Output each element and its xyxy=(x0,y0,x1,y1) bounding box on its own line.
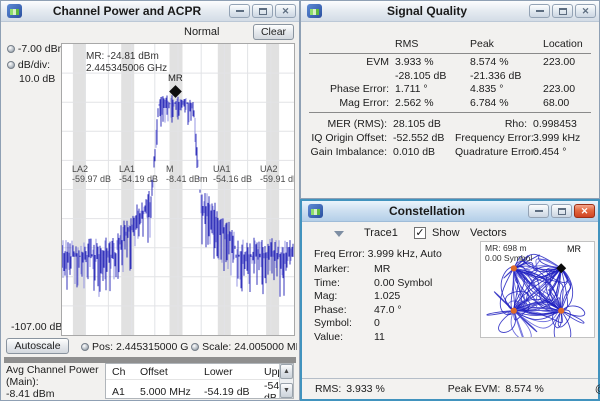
divider xyxy=(309,112,591,113)
table-scrollbar[interactable]: ▲ ▼ xyxy=(279,364,293,398)
sq-stat-gain-quad: Gain Imbalance: 0.010 dB Quadrature Erro… xyxy=(310,146,567,158)
trace-selector[interactable]: Trace1 xyxy=(364,227,398,239)
band-label-ua1: UA1 -54.16 dB xyxy=(213,164,253,184)
channel-power-window: Channel Power and ACPR ✕ Normal Clear -7… xyxy=(0,0,300,401)
autoscale-button[interactable]: Autoscale xyxy=(6,338,69,354)
constellation-controls: Trace1 ✓ Show Vectors xyxy=(302,226,598,242)
pos-scale-row: Pos: 2.445315000 GHz Scale: 24.005000 MH… xyxy=(81,339,297,354)
constellation-plot: MR: 698 m 0.00 Symbol MR xyxy=(480,241,595,345)
marker-readout: MR: -24.81 dBm 2.445345006 GHz xyxy=(86,51,168,74)
minimize-button[interactable] xyxy=(229,4,250,18)
close-button[interactable]: ✕ xyxy=(275,4,296,18)
clear-button[interactable]: Clear xyxy=(253,24,294,40)
sq-row-evm-db: -28.105 dB -21.336 dB xyxy=(395,69,522,82)
chevron-down-icon[interactable] xyxy=(334,231,344,237)
app-icon xyxy=(307,4,322,18)
show-label: Show xyxy=(432,227,460,239)
app-icon xyxy=(7,4,22,18)
constellation-trace xyxy=(486,253,586,345)
band-label-la1: LA1 -54.19 dB xyxy=(119,164,159,184)
band-label-m: M -8.41 dBm xyxy=(166,164,208,184)
spectrum-plot: MR: -24.81 dBm 2.445345006 GHz LA2 -59.97… xyxy=(61,43,295,336)
freq-error-line: Freq Error: 3.999 kHz, Auto xyxy=(314,248,442,260)
constellation-window: Constellation ✕ Trace1 ✓ Show Vectors Fr… xyxy=(300,199,600,401)
status-rms-value: 3.933 % xyxy=(346,383,385,395)
maximize-button[interactable] xyxy=(552,4,573,18)
sq-row-phase-error: Phase Error: 1.711 ° 4.835 ° 223.00 xyxy=(330,83,576,95)
ref-level-control[interactable]: -7.00 dBm xyxy=(7,43,66,55)
trace-mode-label[interactable]: Normal xyxy=(184,26,220,38)
table-row[interactable]: A2 10.000 MHz -59.97 dB -59.91 dB xyxy=(106,396,293,398)
constellation-mr-label: MR xyxy=(567,244,581,254)
signal-quality-window: Signal Quality ✕ RMS Peak Location EVM 3… xyxy=(300,0,600,199)
knob-icon[interactable] xyxy=(7,61,15,70)
show-checkbox[interactable]: ✓ xyxy=(414,227,426,239)
avg-channel-power-label: Avg Channel Power (Main): xyxy=(6,364,99,388)
pos-value[interactable]: 2.445315000 GHz xyxy=(116,340,189,353)
db-per-div-control[interactable]: dB/div: xyxy=(7,59,50,71)
close-button[interactable]: ✕ xyxy=(575,4,596,18)
knob-icon[interactable] xyxy=(81,342,89,351)
minimize-button[interactable] xyxy=(528,204,549,218)
acpr-table: Ch Offset Lower Upper A1 5.000 MHz -54.1… xyxy=(105,363,294,399)
signal-quality-title: Signal Quality xyxy=(386,4,467,18)
status-rms-label: RMS: xyxy=(315,383,342,395)
avg-channel-power-value: -8.41 dBm xyxy=(6,388,55,400)
scale-label: Scale: xyxy=(202,340,232,353)
status-at-symbol: @ 223.00 Symbol xyxy=(595,383,600,395)
scale-value[interactable]: 24.005000 MHz xyxy=(234,340,297,353)
bottom-level-label: -107.00 dBm xyxy=(11,321,72,333)
table-row[interactable]: A1 5.000 MHz -54.19 dB -54.16 dB xyxy=(112,380,293,399)
constellation-marker-readout: MR: 698 m 0.00 Symbol xyxy=(485,243,533,263)
channel-power-titlebar[interactable]: Channel Power and ACPR ✕ xyxy=(1,1,299,22)
col-rms: RMS xyxy=(395,38,419,50)
acpr-table-header: Ch Offset Lower Upper xyxy=(106,364,293,380)
status-peak-value: 8.574 % xyxy=(505,383,544,395)
band-label-ua2: UA2-59.91 dB xyxy=(260,164,294,184)
marker-info-block: Marker: MR Time: 0.00 Symbol Mag: 1.025 Pha… xyxy=(314,263,433,343)
band-label-la2: LA2 -59.97 dB xyxy=(72,164,112,184)
col-peak: Peak xyxy=(470,38,494,50)
sq-row-evm: EVM 3.933 % 8.574 % 223.00 xyxy=(366,56,576,68)
status-peak-label: Peak EVM: xyxy=(447,383,501,395)
constellation-title: Constellation xyxy=(388,204,465,218)
constellation-titlebar[interactable]: Constellation ✕ xyxy=(302,201,598,222)
spectrum-trace xyxy=(62,44,294,335)
scroll-up-icon[interactable]: ▲ xyxy=(280,364,293,379)
channel-power-title: Channel Power and ACPR xyxy=(52,4,202,18)
knob-icon[interactable] xyxy=(7,45,15,54)
sq-column-headers: RMS Peak Location xyxy=(309,38,591,54)
scroll-down-icon[interactable]: ▼ xyxy=(280,383,293,398)
minimize-button[interactable] xyxy=(529,4,550,18)
close-button[interactable]: ✕ xyxy=(574,204,595,218)
knob-icon[interactable] xyxy=(191,342,200,351)
signal-quality-titlebar[interactable]: Signal Quality ✕ xyxy=(301,1,599,22)
maximize-button[interactable] xyxy=(252,4,273,18)
constellation-status-bar: RMS: 3.933 % Peak EVM: 8.574 % @ 223.00 … xyxy=(302,378,600,399)
maximize-button[interactable] xyxy=(551,204,572,218)
sq-stat-mer-rho: MER (RMS): 28.105 dB Rho: 0.998453 xyxy=(327,118,577,130)
sq-row-mag-error: Mag Error: 2.562 % 6.784 % 68.00 xyxy=(339,96,570,109)
horizontal-splitter[interactable] xyxy=(4,357,296,363)
col-location: Location xyxy=(543,38,583,50)
pos-label: Pos: xyxy=(92,340,114,353)
db-per-div-value: 10.0 dB xyxy=(19,73,56,85)
sq-stat-iq-freq: IQ Origin Offset: -52.552 dB Frequency E… xyxy=(311,132,581,144)
app-icon xyxy=(308,204,323,218)
marker-mr-label: MR xyxy=(168,73,183,84)
vectors-label[interactable]: Vectors xyxy=(470,227,507,239)
